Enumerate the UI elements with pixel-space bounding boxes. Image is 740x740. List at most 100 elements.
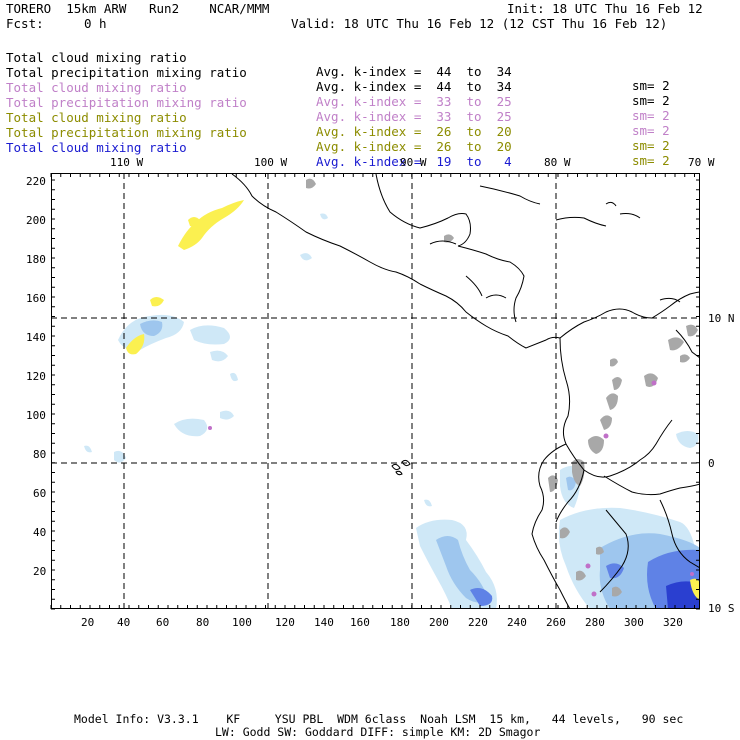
y-tick-label: 20 [33, 565, 46, 578]
x-tick-label: 260 [546, 616, 566, 629]
gray-cloud [610, 358, 618, 367]
legend-field: Total cloud mixing ratio [6, 110, 187, 125]
gray-cloud [560, 527, 570, 539]
cloud-patch [114, 450, 126, 463]
lat-label: 10 N [708, 312, 735, 325]
forecast-label: Fcst: [6, 16, 44, 31]
legend-row: Total cloud mixing ratio Avg. k-index = … [6, 67, 670, 137]
gray-cloud [606, 393, 618, 410]
x-tick-label: 280 [585, 616, 605, 629]
legend-row: Total cloud mixing ratio Avg. k-index = … [6, 97, 670, 167]
gray-cloud [612, 586, 622, 597]
y-tick-label: 180 [26, 253, 46, 266]
legend-field: Total cloud mixing ratio [6, 140, 187, 155]
legend-field: Total precipitation mixing ratio [6, 65, 247, 80]
init-time: Init: 18 UTC Thu 16 Feb 12 [507, 1, 703, 16]
gray-cloud [596, 546, 604, 555]
cloud-patch [300, 253, 312, 261]
yellow-precip [126, 334, 145, 355]
cloud-fields [84, 178, 700, 609]
x-tick-label: 200 [429, 616, 449, 629]
legend-sm: sm= 2 [632, 78, 670, 93]
x-tick-label: 80 [196, 616, 209, 629]
purple-cell [603, 433, 609, 439]
x-tick-label: 160 [350, 616, 370, 629]
x-tick-label: 100 [232, 616, 252, 629]
gray-cloud [612, 377, 622, 390]
legend-sm: sm= 2 [632, 138, 670, 153]
model-info: Model Info: V3.3.1 KF YSU PBL WDM 6class… [74, 712, 684, 726]
cloud-region [666, 581, 700, 609]
cloud-patch [174, 418, 208, 437]
legend-kindex: Avg. k-index = 26 to 20 [316, 139, 512, 154]
cloud-band [470, 588, 493, 606]
y-tick-label: 220 [26, 175, 46, 188]
legend-sm: sm= 2 [632, 93, 670, 108]
gray-cloud [686, 324, 698, 337]
gray-cloud [644, 373, 658, 387]
graticule [51, 173, 700, 609]
yellow-precip [150, 297, 164, 307]
gray-cloud [600, 415, 612, 430]
lon-label: 80 W [544, 156, 571, 169]
x-tick-label: 40 [117, 616, 130, 629]
legend-kindex: Avg. k-index = 33 to 25 [316, 94, 512, 109]
model-title: TORERO 15km ARW Run2 NCAR/MMM [6, 1, 270, 16]
tick-marks [50, 173, 700, 610]
legend-kindex: Avg. k-index = 19 to 4 [316, 154, 512, 169]
purple-cell [585, 563, 591, 569]
y-tick-label: 60 [33, 487, 46, 500]
legend-kindex: Avg. k-index = 26 to 20 [316, 124, 512, 139]
cloud-patch [84, 445, 92, 453]
cloud-patch [606, 563, 624, 579]
yellow-precip [188, 217, 200, 227]
y-tick-label: 80 [33, 448, 46, 461]
legend-sm: sm= 2 [632, 153, 670, 168]
purple-cell [651, 380, 657, 386]
cloud-band [436, 536, 488, 603]
legend-field: Total cloud mixing ratio [6, 80, 187, 95]
cloud-patch [676, 431, 699, 448]
lat-label: 10 S [708, 602, 735, 615]
cloud-patch [220, 410, 234, 420]
y-tick-label: 40 [33, 526, 46, 539]
gray-cloud [444, 234, 454, 243]
lon-label: 90 W [400, 156, 427, 169]
purple-cell [208, 426, 212, 430]
cloud-patch [140, 320, 163, 336]
lon-label: 110 W [110, 156, 143, 169]
legend-field: Total precipitation mixing ratio [6, 125, 247, 140]
y-tick-label: 120 [26, 370, 46, 383]
legend-row: Total cloud mixing ratio Avg. k-index = … [6, 127, 512, 197]
cloud-patch [210, 350, 228, 362]
purple-cell [591, 591, 597, 597]
x-tick-label: 20 [81, 616, 94, 629]
forecast-hour: 0 h [84, 16, 107, 31]
x-tick-label: 180 [390, 616, 410, 629]
y-tick-label: 140 [26, 331, 46, 344]
yellow-precip [178, 200, 244, 250]
cloud-patch [190, 325, 230, 345]
gray-cloud [588, 436, 604, 454]
legend-field: Total cloud mixing ratio [6, 50, 187, 65]
lat-label: 0 [708, 457, 715, 470]
x-tick-label: 320 [663, 616, 683, 629]
lon-label: 70 W [688, 156, 715, 169]
gray-cloud [576, 570, 586, 581]
x-tick-label: 220 [468, 616, 488, 629]
legend-row: Total precipitation mixing ratio Avg. k-… [6, 82, 670, 152]
x-tick-label: 240 [507, 616, 527, 629]
legend-row: Total cloud mixing ratio Avg. k-index = … [6, 37, 670, 107]
valid-time: Valid: 18 UTC Thu 16 Feb 12 (12 CST Thu … [291, 16, 668, 31]
y-tick-label: 160 [26, 292, 46, 305]
cloud-patch [320, 213, 328, 220]
cloud-patch [424, 499, 432, 507]
x-tick-label: 300 [624, 616, 644, 629]
physics-info: LW: Godd SW: Goddard DIFF: simple KM: 2D… [215, 725, 541, 739]
legend-kindex: Avg. k-index = 33 to 25 [316, 109, 512, 124]
legend-sm: sm= 2 [632, 123, 670, 138]
purple-cell [690, 572, 694, 576]
gray-cloud [306, 178, 316, 189]
legend-sm: sm= 2 [632, 108, 670, 123]
gray-cloud [668, 337, 684, 351]
